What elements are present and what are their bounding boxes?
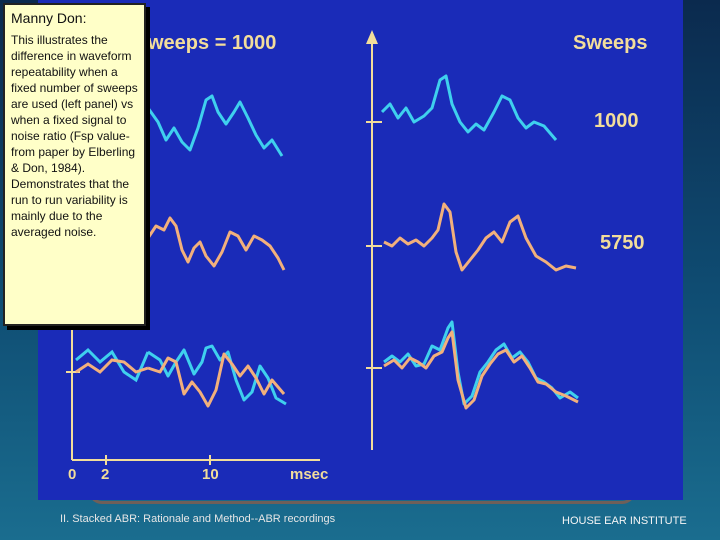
note-title: Manny Don:	[11, 10, 87, 26]
x-unit-label: msec	[290, 466, 329, 483]
left-trace-mid-orange	[146, 216, 286, 271]
left-trace-bot-orange-edge	[75, 358, 149, 374]
footer-institution: HOUSE EAR INSTITUTE	[562, 515, 687, 527]
left-panel-title: weeps = 1000	[148, 32, 277, 54]
right-trace-bot-cyan	[383, 320, 579, 406]
note-body: This illustrates the difference in wavef…	[11, 33, 138, 239]
x-tick-label-10: 10	[202, 466, 219, 483]
speaker-note-box: Manny Don: This illustrates the differen…	[3, 3, 146, 326]
right-trace-top-cyan	[380, 74, 558, 141]
left-trace-top-cyan	[146, 94, 284, 157]
left-trace-bot-orange	[147, 352, 286, 408]
right-trace-bot-orange	[383, 330, 579, 410]
x-tick-label-0: 0	[68, 466, 77, 483]
footer-section-title: II. Stacked ABR: Rationale and Method--A…	[60, 513, 336, 525]
x-tick-label-2: 2	[101, 466, 110, 483]
left-trace-bot-cyan-edge	[75, 347, 150, 383]
right-trace-mid-orange	[383, 202, 577, 272]
left-trace-bot-cyan	[147, 344, 287, 406]
right-panel-title: Sweeps	[573, 32, 648, 54]
condition-label-2: 5750	[600, 232, 645, 254]
right-y-arrow	[366, 30, 378, 44]
condition-label-1: 1000	[594, 110, 639, 132]
